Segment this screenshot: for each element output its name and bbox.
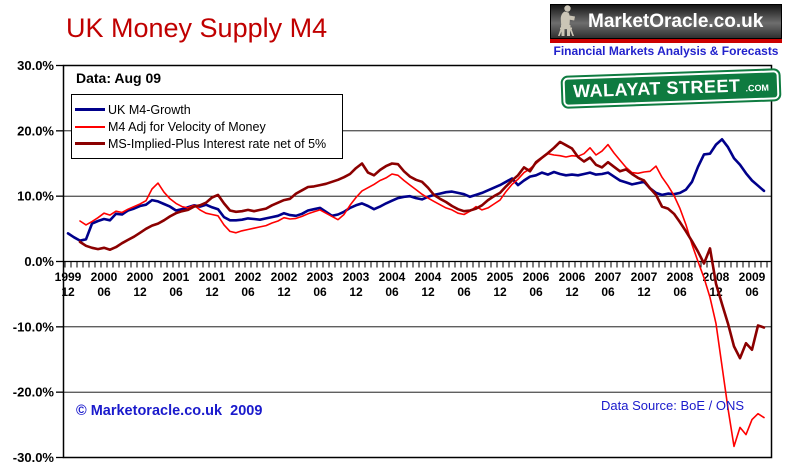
svg-text:2007: 2007 (595, 270, 622, 284)
street-sign-text: WALAYAT STREET (572, 75, 741, 102)
svg-text:06: 06 (745, 285, 759, 299)
svg-text:12: 12 (133, 285, 147, 299)
svg-text:12: 12 (277, 285, 291, 299)
logo-tagline: Financial Markets Analysis & Forecasts (553, 44, 779, 58)
svg-text:06: 06 (97, 285, 111, 299)
svg-text:2007: 2007 (631, 270, 658, 284)
legend-label: MS-Implied-Plus Interest rate net of 5% (108, 136, 327, 151)
chart-legend: UK M4-Growth M4 Adj for Velocity of Mone… (71, 94, 343, 159)
svg-text:06: 06 (313, 285, 327, 299)
svg-text:06: 06 (385, 285, 399, 299)
svg-text:12: 12 (493, 285, 507, 299)
seated-oracle-statue-icon (558, 5, 575, 36)
copyright-text: © Marketoracle.co.uk 2009 (76, 403, 263, 419)
svg-text:06: 06 (241, 285, 255, 299)
svg-text:2002: 2002 (271, 270, 298, 284)
svg-text:12: 12 (421, 285, 435, 299)
svg-text:-10.0%: -10.0% (13, 319, 55, 334)
legend-item-m4-growth: UK M4-Growth (75, 101, 338, 118)
svg-text:2006: 2006 (523, 270, 550, 284)
legend-swatch-dark-red (75, 142, 105, 145)
data-source-text: Data Source: BoE / ONS (601, 398, 745, 413)
legend-item-ms-implied: MS-Implied-Plus Interest rate net of 5% (75, 135, 338, 152)
svg-text:06: 06 (601, 285, 615, 299)
svg-text:12: 12 (637, 285, 651, 299)
svg-text:06: 06 (457, 285, 471, 299)
street-sign-plate: WALAYAT STREET .com (562, 70, 780, 107)
svg-text:12: 12 (565, 285, 579, 299)
legend-swatch-blue (75, 108, 105, 111)
legend-item-m4-velocity: M4 Adj for Velocity of Money (75, 118, 338, 135)
street-sign-tld: .com (745, 82, 770, 93)
svg-text:2004: 2004 (379, 270, 406, 284)
svg-text:2009: 2009 (739, 270, 766, 284)
svg-text:2000: 2000 (127, 270, 154, 284)
svg-text:0.0%: 0.0% (24, 254, 54, 269)
svg-text:2003: 2003 (343, 270, 370, 284)
svg-text:2008: 2008 (667, 270, 694, 284)
svg-text:20.0%: 20.0% (17, 123, 54, 138)
svg-text:2000: 2000 (91, 270, 118, 284)
svg-text:1999: 1999 (55, 270, 82, 284)
svg-text:2004: 2004 (415, 270, 442, 284)
legend-label: UK M4-Growth (108, 102, 191, 117)
page-title: UK Money Supply M4 (66, 13, 328, 43)
svg-text:2002: 2002 (235, 270, 262, 284)
legend-swatch-red (75, 125, 105, 128)
logo-site-name: MarketOracle.co.uk (588, 10, 764, 32)
svg-text:2005: 2005 (451, 270, 478, 284)
svg-text:2003: 2003 (307, 270, 334, 284)
legend-label: M4 Adj for Velocity of Money (108, 119, 266, 134)
svg-text:30.0%: 30.0% (17, 58, 54, 73)
svg-text:12: 12 (205, 285, 219, 299)
logo-red-bar (550, 39, 782, 43)
svg-text:10.0%: 10.0% (17, 189, 54, 204)
logo-banner: MarketOracle.co.uk (550, 4, 782, 39)
svg-text:2005: 2005 (487, 270, 514, 284)
svg-text:12: 12 (61, 285, 75, 299)
svg-text:2001: 2001 (163, 270, 190, 284)
svg-text:-20.0%: -20.0% (13, 385, 55, 400)
svg-text:2006: 2006 (559, 270, 586, 284)
svg-text:06: 06 (673, 285, 687, 299)
svg-text:12: 12 (349, 285, 363, 299)
marketoracle-logo[interactable]: MarketOracle.co.uk Financial Markets Ana… (550, 4, 782, 58)
svg-text:2001: 2001 (199, 270, 226, 284)
data-note: Data: Aug 09 (76, 70, 162, 86)
svg-text:06: 06 (169, 285, 183, 299)
svg-text:06: 06 (529, 285, 543, 299)
svg-text:-30.0%: -30.0% (13, 450, 55, 465)
